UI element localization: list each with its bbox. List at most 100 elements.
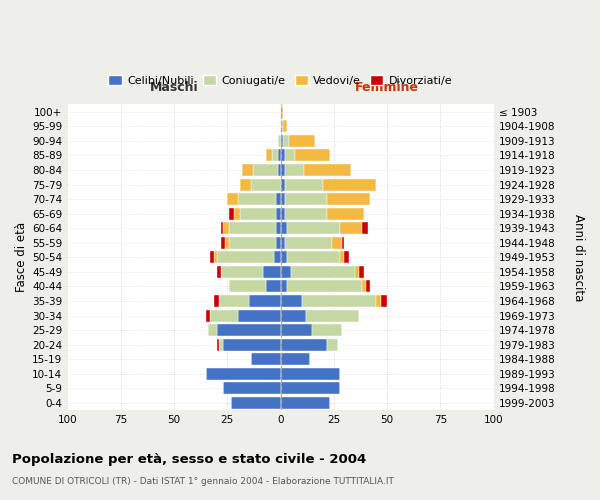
Bar: [295, 150, 329, 162]
Bar: [229, 208, 233, 220]
Bar: [227, 193, 238, 205]
Bar: [281, 106, 283, 118]
Bar: [281, 280, 287, 292]
Bar: [218, 295, 248, 307]
Bar: [274, 252, 281, 264]
Bar: [225, 237, 229, 248]
Bar: [283, 120, 287, 132]
Bar: [240, 178, 251, 190]
Y-axis label: Anni di nascita: Anni di nascita: [572, 214, 585, 301]
Bar: [281, 266, 291, 278]
Bar: [223, 222, 229, 234]
Bar: [281, 164, 285, 176]
Bar: [210, 252, 214, 264]
Bar: [306, 310, 359, 322]
Bar: [278, 150, 281, 162]
Bar: [287, 252, 340, 264]
Bar: [344, 252, 349, 264]
Bar: [281, 310, 306, 322]
Bar: [285, 150, 295, 162]
Bar: [362, 222, 368, 234]
Bar: [332, 237, 343, 248]
Bar: [248, 295, 281, 307]
Bar: [214, 252, 217, 264]
Bar: [281, 382, 340, 394]
Bar: [366, 280, 370, 292]
Bar: [281, 295, 302, 307]
Bar: [281, 178, 285, 190]
Bar: [291, 266, 355, 278]
Bar: [281, 324, 313, 336]
Bar: [238, 310, 281, 322]
Y-axis label: Fasce di età: Fasce di età: [15, 222, 28, 292]
Text: Maschi: Maschi: [149, 82, 198, 94]
Text: Femmine: Femmine: [355, 82, 419, 94]
Text: Popolazione per età, sesso e stato civile - 2004: Popolazione per età, sesso e stato civil…: [12, 452, 366, 466]
Bar: [229, 222, 276, 234]
Bar: [240, 208, 276, 220]
Bar: [281, 193, 285, 205]
Bar: [281, 222, 287, 234]
Bar: [281, 252, 287, 264]
Bar: [221, 222, 223, 234]
Bar: [328, 338, 338, 350]
Bar: [285, 208, 328, 220]
Bar: [214, 295, 218, 307]
Bar: [229, 237, 276, 248]
Bar: [285, 237, 332, 248]
Bar: [251, 353, 281, 365]
Bar: [218, 338, 223, 350]
Bar: [281, 237, 285, 248]
Bar: [276, 193, 281, 205]
Bar: [281, 135, 283, 147]
Bar: [302, 295, 376, 307]
Bar: [263, 266, 281, 278]
Bar: [304, 164, 351, 176]
Bar: [278, 135, 281, 147]
Bar: [221, 266, 263, 278]
Bar: [359, 266, 364, 278]
Bar: [281, 397, 329, 409]
Bar: [238, 193, 276, 205]
Bar: [217, 266, 221, 278]
Bar: [233, 208, 240, 220]
Bar: [272, 150, 278, 162]
Bar: [328, 193, 370, 205]
Bar: [253, 164, 278, 176]
Bar: [276, 222, 281, 234]
Bar: [208, 324, 217, 336]
Bar: [323, 178, 376, 190]
Legend: Celibi/Nubili, Coniugati/e, Vedovi/e, Divorziati/e: Celibi/Nubili, Coniugati/e, Vedovi/e, Di…: [104, 70, 457, 90]
Text: COMUNE DI OTRICOLI (TR) - Dati ISTAT 1° gennaio 2004 - Elaborazione TUTTITALIA.I: COMUNE DI OTRICOLI (TR) - Dati ISTAT 1° …: [12, 478, 394, 486]
Bar: [276, 208, 281, 220]
Bar: [281, 353, 310, 365]
Bar: [276, 237, 281, 248]
Bar: [287, 222, 340, 234]
Bar: [278, 164, 281, 176]
Bar: [217, 324, 281, 336]
Bar: [285, 164, 304, 176]
Bar: [251, 178, 281, 190]
Bar: [281, 338, 328, 350]
Bar: [206, 368, 281, 380]
Bar: [223, 338, 281, 350]
Bar: [355, 266, 359, 278]
Bar: [281, 150, 285, 162]
Bar: [223, 382, 281, 394]
Bar: [206, 310, 210, 322]
Bar: [221, 237, 225, 248]
Bar: [376, 295, 381, 307]
Bar: [381, 295, 387, 307]
Bar: [362, 280, 366, 292]
Bar: [242, 164, 253, 176]
Bar: [266, 150, 272, 162]
Bar: [328, 208, 364, 220]
Bar: [217, 252, 274, 264]
Bar: [287, 280, 362, 292]
Bar: [289, 135, 314, 147]
Bar: [281, 208, 285, 220]
Bar: [343, 237, 344, 248]
Bar: [232, 397, 281, 409]
Bar: [217, 338, 218, 350]
Bar: [285, 178, 323, 190]
